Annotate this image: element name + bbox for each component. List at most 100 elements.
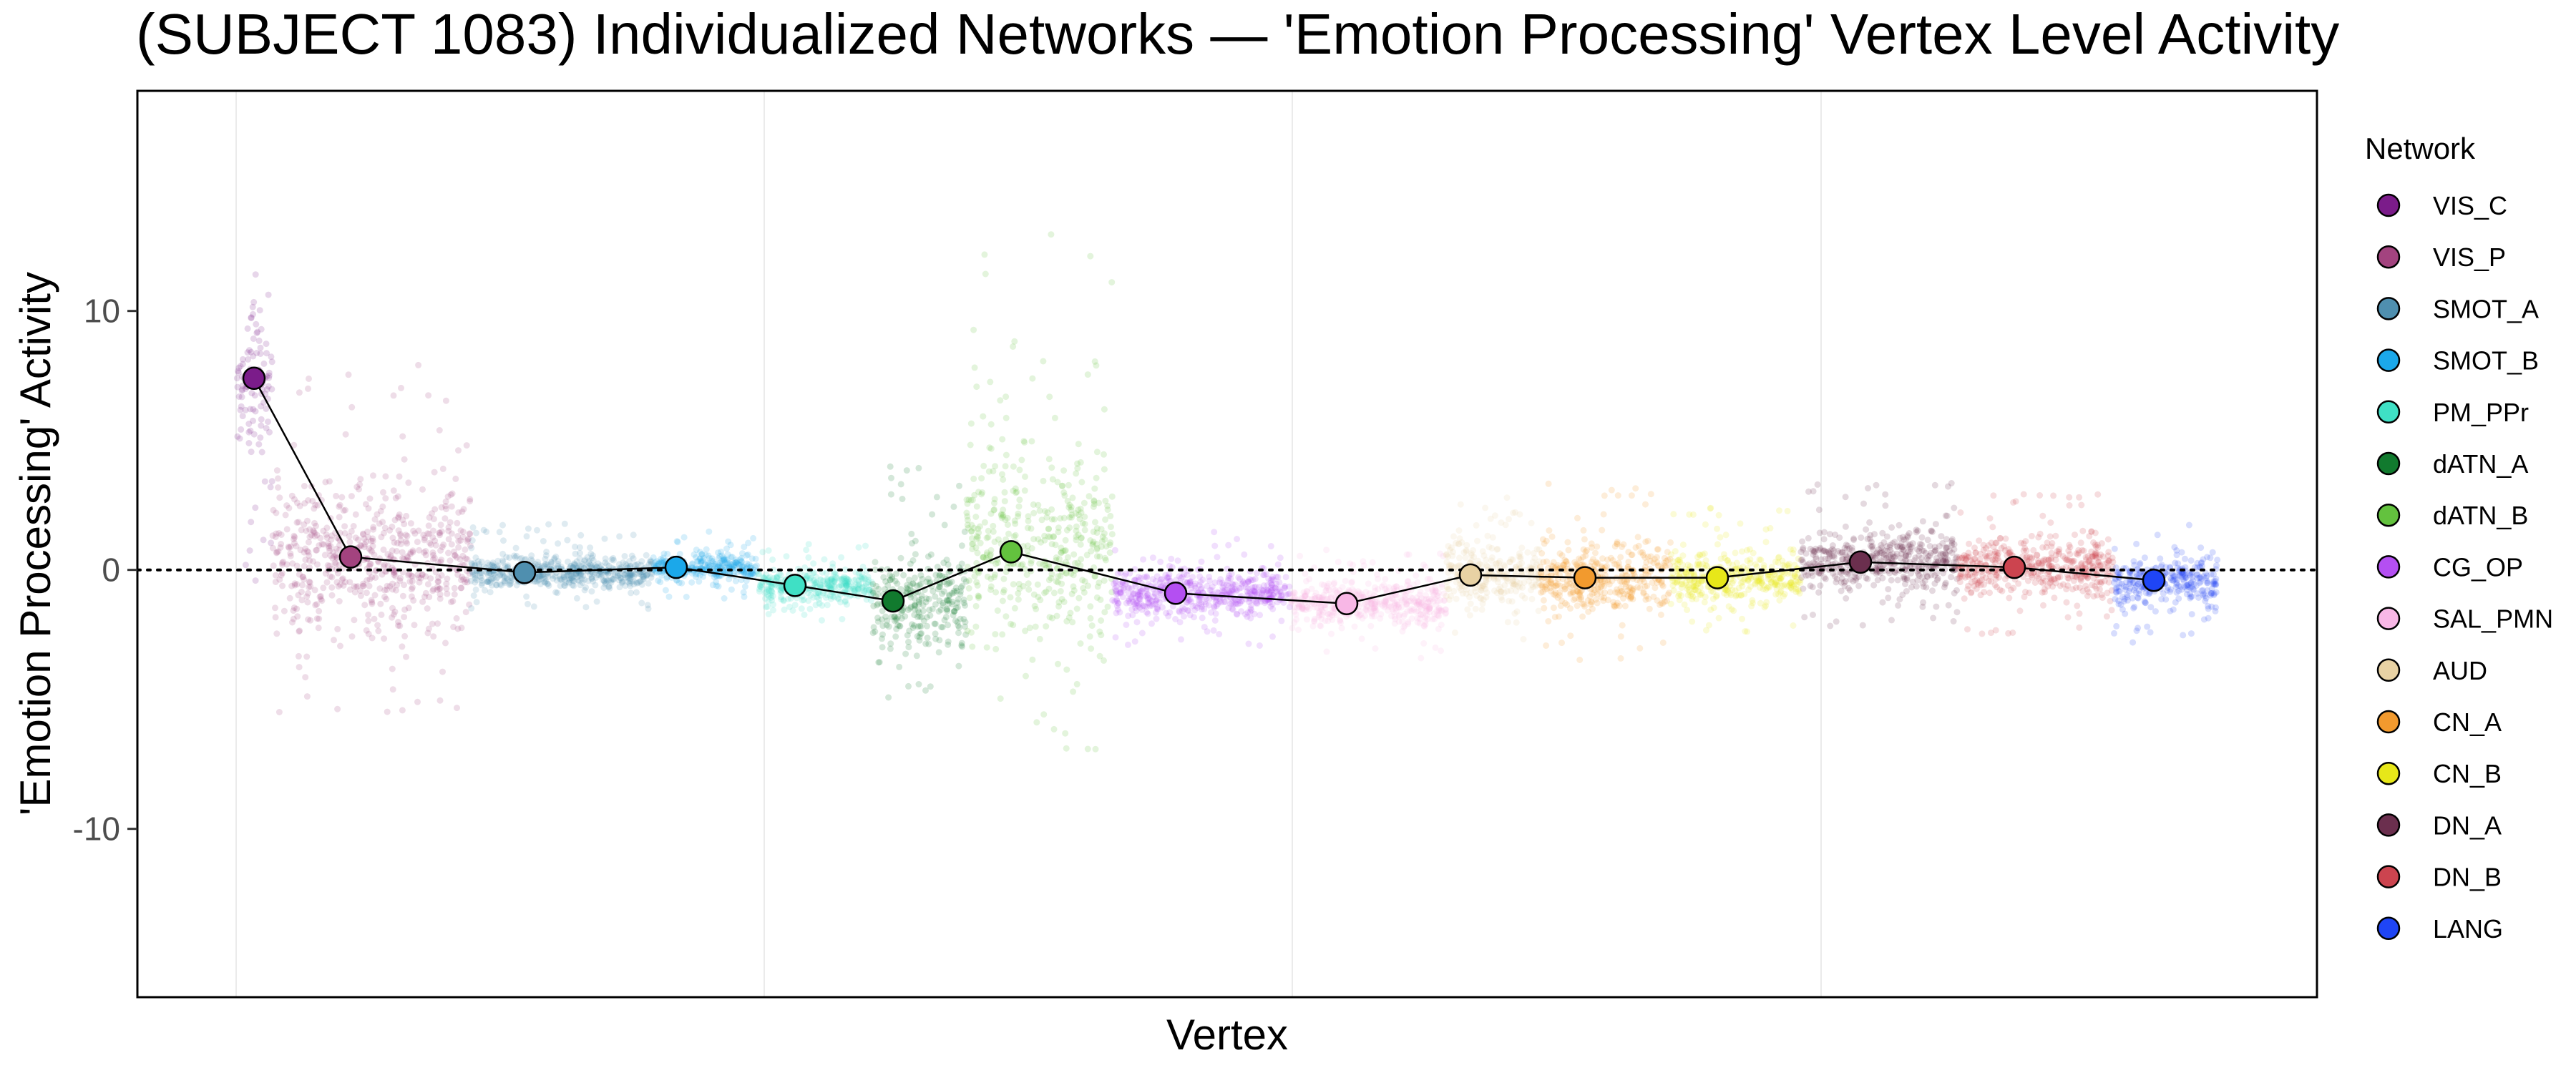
vertex-point [401,456,408,463]
vertex-point [1714,525,1721,532]
vertex-point [1697,578,1704,585]
vertex-point [738,554,745,562]
vertex-point [1401,599,1408,606]
vertex-point [399,592,406,599]
vertex-point [580,572,587,579]
vertex-point [1614,586,1620,593]
vertex-point [1677,559,1684,566]
vertex-point [627,575,634,582]
vertex-point [414,698,421,705]
vertex-point [914,623,922,630]
vertex-point [403,512,410,519]
vertex-point [1391,620,1398,627]
vertex-point [728,586,735,593]
vertex-point [355,536,362,543]
vertex-point [1888,617,1895,624]
vertex-point [498,582,504,589]
vertex-point [513,582,520,589]
vertex-point [1199,614,1206,622]
vertex-point [917,623,924,630]
vertex-point [715,549,722,557]
vertex-point [257,351,264,357]
vertex-point [999,471,1005,478]
vertex-point [253,350,260,356]
vertex-point [1430,610,1438,617]
vertex-point [1179,604,1186,611]
vertex-point [932,572,940,579]
vertex-point [525,525,532,532]
vertex-point [633,589,640,596]
vertex-point [1073,680,1080,687]
vertex-point [747,572,754,579]
vertex-point [904,607,912,613]
vertex-point [924,553,932,560]
vertex-point [1451,629,1458,636]
vertex-point [429,587,436,594]
vertex-point [851,587,858,594]
vertex-point [278,541,285,547]
vertex-point [1362,606,1370,612]
vertex-point [753,562,760,569]
vertex-point [361,535,368,542]
vertex-point [947,579,954,587]
vertex-point [967,420,975,427]
vertex-point [1686,511,1693,518]
vertex-point [1176,573,1183,580]
vertex-point [622,574,629,581]
vertex-point [457,584,464,592]
vertex-point [1576,589,1583,597]
vertex-point [855,577,862,584]
vertex-point [581,557,588,564]
vertex-point [333,554,341,562]
vertex-point [887,577,894,584]
vertex-point [966,577,972,584]
vertex-point [950,612,957,619]
vertex-point [1150,593,1157,600]
vertex-point [816,582,824,589]
vertex-point [941,521,948,529]
vertex-point [320,541,327,548]
vertex-point [283,502,291,509]
vertex-point [1424,585,1431,592]
vertex-point [1489,534,1496,541]
vertex-point [839,582,846,589]
vertex-point [974,582,981,589]
vertex-point [575,577,581,584]
vertex-point [728,554,735,561]
vertex-point [932,593,939,600]
vertex-point [1002,463,1009,470]
vertex-point [497,571,504,578]
vertex-point [1002,414,1010,421]
vertex-point [605,569,612,577]
vertex-point [911,606,918,613]
vertex-point [590,557,597,564]
vertex-point [293,499,301,506]
vertex-point [427,575,434,582]
vertex-point [722,556,729,563]
vertex-point [389,586,396,593]
vertex-point [815,590,822,597]
vertex-point [807,592,814,599]
vertex-point [884,582,892,589]
vertex-point [941,617,948,624]
vertex-point [486,569,493,577]
vertex-point [430,516,437,523]
vertex-point [637,578,644,585]
vertex-point [331,553,338,560]
vertex-point [409,547,416,554]
vertex-point [1323,547,1330,554]
vertex-point [1508,598,1516,605]
vertex-point [1225,542,1232,549]
vertex-point [445,527,452,534]
vertex-point [469,537,476,544]
vertex-point [512,554,519,561]
vertex-point [301,483,308,489]
vertex-point [1744,628,1751,635]
vertex-point [861,584,868,591]
vertex-point [769,556,776,563]
vertex-point [841,566,849,573]
vertex-point [328,532,336,539]
vertex-point [463,576,470,583]
vertex-point [811,579,819,586]
vertex-point [1691,577,1698,584]
